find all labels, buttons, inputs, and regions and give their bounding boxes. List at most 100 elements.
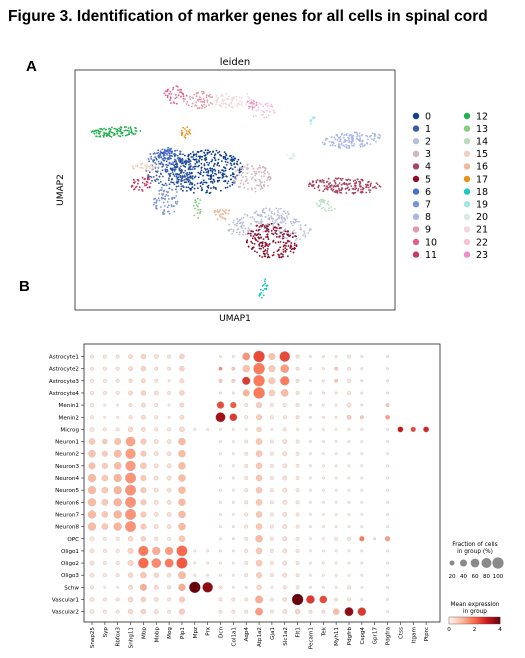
umap-point-cluster-7 xyxy=(166,201,169,203)
dot-neuron6-pdgfrb xyxy=(347,500,351,504)
column-label-dcn: Dcn xyxy=(219,627,225,638)
umap-point-cluster-0 xyxy=(203,163,206,166)
umap-point-cluster-0 xyxy=(189,152,192,155)
dot-menin2-col1a1 xyxy=(229,413,238,422)
umap-point-cluster-0 xyxy=(224,169,227,172)
row-label-oligo3: Oligo3 xyxy=(61,573,79,579)
colorbar-segment xyxy=(484,617,487,624)
umap-point-cluster-19 xyxy=(309,122,312,125)
umap-point-cluster-4 xyxy=(315,180,318,183)
umap-point-cluster-7 xyxy=(160,206,162,208)
umap-point-cluster-0 xyxy=(203,181,206,184)
umap-point-cluster-5 xyxy=(293,244,296,247)
umap-point-cluster-13 xyxy=(193,214,196,217)
dot-neuron4-myh11 xyxy=(334,476,338,480)
dot-oligo2-pecam1 xyxy=(309,561,312,565)
dot-vascular2-gja1 xyxy=(269,609,274,614)
umap-point-cluster-11 xyxy=(141,176,144,179)
umap-point-cluster-12 xyxy=(113,127,116,130)
umap-point-cluster-15 xyxy=(150,169,153,172)
dot-oligo1-prx xyxy=(206,549,210,553)
umap-point-cluster-12 xyxy=(97,130,100,132)
umap-point-cluster-5 xyxy=(256,240,259,243)
dot-vascular2-aqp4 xyxy=(244,609,249,614)
umap-point-cluster-0 xyxy=(224,179,227,182)
colorbar-segment xyxy=(492,617,494,624)
umap-point-cluster-9 xyxy=(199,96,201,99)
dot-microg-ctss xyxy=(397,426,404,433)
umap-scatter-plot: leiden UMAP1 UMAP2 012345678910111213141… xyxy=(56,57,488,324)
umap-point-cluster-16 xyxy=(219,215,222,218)
umap-point-cluster-12 xyxy=(123,126,126,129)
dot-microg-mbp xyxy=(141,427,146,432)
umap-point-cluster-7 xyxy=(172,204,175,207)
dot-menin1-mobp xyxy=(154,403,159,408)
umap-point-cluster-0 xyxy=(225,164,228,166)
umap-point-cluster-0 xyxy=(213,180,216,183)
dot-neuron7-gja1 xyxy=(269,512,274,517)
dot-opc-syp xyxy=(102,536,107,541)
umap-point-cluster-13 xyxy=(197,209,199,211)
umap-point-cluster-2 xyxy=(278,225,281,227)
dot-neuron2-atp1a2 xyxy=(255,450,263,457)
umap-point-cluster-2 xyxy=(262,230,265,233)
legend-marker-20 xyxy=(463,213,471,220)
umap-point-cluster-8 xyxy=(370,134,373,137)
dot-neuron3-tek xyxy=(321,464,325,468)
umap-point-cluster-4 xyxy=(307,185,310,188)
umap-point-cluster-0 xyxy=(207,186,210,189)
dot-astrocyte1-cspg4 xyxy=(360,355,364,358)
umap-point-cluster-0 xyxy=(191,186,194,189)
umap-point-cluster-4 xyxy=(343,183,346,186)
umap-point-cluster-5 xyxy=(256,251,258,254)
umap-point-cluster-5 xyxy=(275,236,278,238)
column-label-pdgfrb: Pdgfrb xyxy=(347,627,353,646)
umap-point-cluster-15 xyxy=(157,165,160,168)
umap-point-cluster-1 xyxy=(168,177,170,180)
column-label-flt1: Flt1 xyxy=(296,627,302,638)
umap-point-cluster-5 xyxy=(247,245,250,248)
colorbar-segment xyxy=(451,617,454,624)
umap-point-cluster-4 xyxy=(376,183,379,186)
dot-vascular1-cspg4 xyxy=(360,598,364,601)
dot-neuron7-aqp4 xyxy=(244,512,249,517)
umap-point-cluster-21 xyxy=(239,100,242,103)
dot-astrocyte2-dcn xyxy=(218,366,223,371)
umap-point-cluster-0 xyxy=(216,164,219,167)
umap-point-cluster-0 xyxy=(210,160,213,163)
dot-menin1-snhg11 xyxy=(128,403,133,408)
umap-point-cluster-9 xyxy=(206,99,209,102)
dot-menin1-col1a1 xyxy=(230,401,237,409)
umap-point-cluster-8 xyxy=(359,137,362,139)
umap-point-cluster-9 xyxy=(186,100,189,103)
umap-point-cluster-5 xyxy=(266,248,269,250)
dot-vascular2-slc1a2 xyxy=(282,609,288,614)
dot-astrocyte1-plp1 xyxy=(179,353,185,360)
umap-point-cluster-0 xyxy=(234,157,237,160)
dot-neuron3-pdgfra xyxy=(386,464,389,468)
umap-point-cluster-4 xyxy=(375,187,378,190)
legend-label-21: 21 xyxy=(476,225,488,236)
umap-point-cluster-11 xyxy=(148,178,151,181)
umap-point-cluster-4 xyxy=(331,189,334,192)
dot-microg-tek xyxy=(321,427,325,431)
umap-point-cluster-5 xyxy=(287,245,290,247)
dot-oligo3-snap25 xyxy=(89,572,95,578)
umap-point-cluster-12 xyxy=(127,133,130,136)
umap-point-cluster-9 xyxy=(203,99,206,102)
umap-point-cluster-0 xyxy=(214,170,217,172)
dot-schw-pdgfra xyxy=(386,585,389,589)
dot-neuron4-snap25 xyxy=(87,473,97,483)
umap-point-cluster-21 xyxy=(227,98,230,101)
umap-point-cluster-9 xyxy=(195,95,198,98)
umap-point-cluster-8 xyxy=(359,145,362,148)
umap-point-cluster-5 xyxy=(263,250,266,253)
umap-point-cluster-7 xyxy=(165,184,168,187)
umap-point-cluster-7 xyxy=(167,198,170,200)
legend-label-9: 9 xyxy=(425,225,431,236)
column-label-mog: Mog xyxy=(167,627,173,639)
umap-point-cluster-10 xyxy=(172,88,174,91)
umap-point-cluster-2 xyxy=(269,207,271,210)
dot-oligo2-cspg4 xyxy=(360,561,364,565)
umap-point-cluster-2 xyxy=(295,218,297,221)
